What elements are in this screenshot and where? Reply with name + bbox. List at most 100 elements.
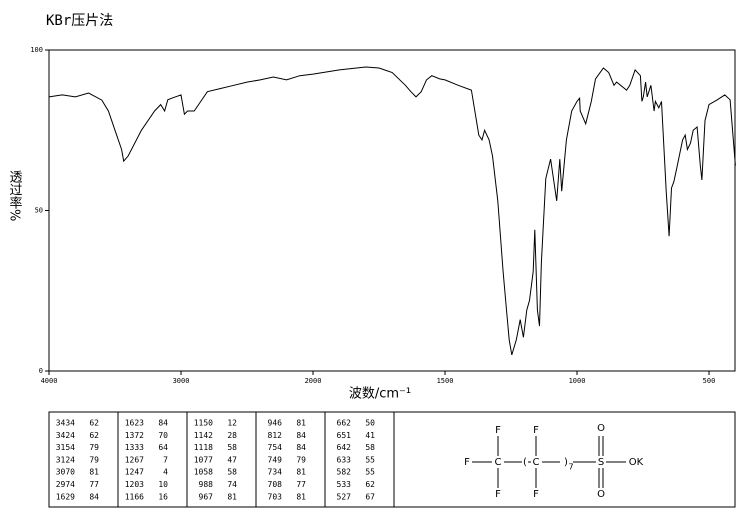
peak-wavenumber: 3154 (56, 443, 75, 452)
x-tick-label: 500 (703, 377, 716, 385)
structure-label: F (533, 425, 539, 436)
peak-wavenumber: 582 (337, 468, 352, 477)
peak-transmittance: 50 (365, 419, 375, 428)
peak-wavenumber: 3424 (56, 431, 75, 440)
structure-label: S (598, 457, 604, 468)
peak-wavenumber: 1058 (194, 468, 213, 477)
peak-transmittance: 55 (365, 468, 375, 477)
structure-label: F (533, 489, 539, 500)
chart-title: KBr压片法 (46, 13, 113, 29)
peak-wavenumber: 2974 (56, 480, 75, 489)
peak-transmittance: 64 (158, 443, 168, 452)
peak-wavenumber: 533 (337, 480, 352, 489)
x-tick-label: 1500 (437, 377, 454, 385)
structure-label: ( (523, 457, 527, 468)
peak-transmittance: 84 (296, 431, 306, 440)
plot-frame (48, 49, 736, 372)
peak-wavenumber: 708 (268, 480, 283, 489)
spectrum-line (48, 66, 736, 356)
peak-wavenumber: 988 (199, 480, 214, 489)
peak-transmittance: 84 (158, 419, 168, 428)
peak-transmittance: 58 (227, 443, 237, 452)
peak-wavenumber: 1629 (56, 492, 75, 501)
peak-transmittance: 12 (227, 419, 237, 428)
peak-wavenumber: 3070 (56, 468, 75, 477)
peak-transmittance: 7 (163, 455, 168, 464)
peak-transmittance: 10 (158, 480, 168, 489)
peak-transmittance: 79 (296, 455, 306, 464)
peak-wavenumber: 1166 (125, 492, 144, 501)
peak-wavenumber: 3124 (56, 455, 75, 464)
x-tick-label: 2000 (305, 377, 322, 385)
peak-transmittance: 62 (365, 480, 375, 489)
peak-wavenumber: 1077 (194, 455, 213, 464)
peak-wavenumber: 734 (268, 468, 283, 477)
peak-transmittance: 84 (89, 492, 99, 501)
peak-wavenumber: 3434 (56, 419, 75, 428)
peak-wavenumber: 527 (337, 492, 352, 501)
x-axis-label: 波数/cm⁻¹ (349, 387, 411, 402)
structure-label: C (495, 457, 502, 468)
peak-transmittance: 81 (296, 492, 306, 501)
peak-transmittance: 81 (296, 419, 306, 428)
peak-transmittance: 28 (227, 431, 237, 440)
peak-wavenumber: 1142 (194, 431, 213, 440)
structure-label: C (533, 457, 540, 468)
peak-transmittance: 47 (227, 455, 237, 464)
peak-transmittance: 70 (158, 431, 168, 440)
x-tick-label: 3000 (173, 377, 190, 385)
structure-label: F (464, 457, 470, 468)
peak-transmittance: 81 (89, 468, 99, 477)
peak-transmittance: 62 (89, 419, 99, 428)
y-tick-label: 100 (30, 46, 43, 54)
structure-label: ) (564, 457, 568, 468)
peak-wavenumber: 1150 (194, 419, 213, 428)
peak-transmittance: 62 (89, 431, 99, 440)
peak-wavenumber: 946 (268, 419, 283, 428)
peak-transmittance: 58 (365, 443, 375, 452)
peak-wavenumber: 967 (199, 492, 214, 501)
peak-wavenumber: 633 (337, 455, 352, 464)
peak-wavenumber: 662 (337, 419, 352, 428)
peak-transmittance: 55 (365, 455, 375, 464)
peak-transmittance: 79 (89, 455, 99, 464)
structure-label: F (495, 489, 501, 500)
peak-wavenumber: 749 (268, 455, 283, 464)
peak-wavenumber: 1372 (125, 431, 144, 440)
x-tick-label: 4000 (41, 377, 58, 385)
peak-transmittance: 67 (365, 492, 375, 501)
y-tick-label: 0 (39, 367, 43, 375)
peak-wavenumber: 1623 (125, 419, 144, 428)
peak-wavenumber: 1247 (125, 468, 144, 477)
peak-table-frame (48, 411, 736, 508)
peak-transmittance: 77 (296, 480, 306, 489)
peak-transmittance: 84 (296, 443, 306, 452)
peak-wavenumber: 812 (268, 431, 283, 440)
peak-wavenumber: 651 (337, 431, 352, 440)
peak-wavenumber: 1203 (125, 480, 144, 489)
peak-wavenumber: 754 (268, 443, 283, 452)
peak-wavenumber: 1333 (125, 443, 144, 452)
peak-transmittance: 4 (163, 468, 168, 477)
peak-wavenumber: 703 (268, 492, 283, 501)
peak-transmittance: 58 (227, 468, 237, 477)
peak-transmittance: 41 (365, 431, 375, 440)
y-axis-label: 透过率% (7, 170, 23, 221)
structure-bonds (472, 436, 626, 488)
peak-transmittance: 74 (227, 480, 237, 489)
structure-label: F (495, 425, 501, 436)
peak-wavenumber: 1118 (194, 443, 213, 452)
structure-label: O (597, 489, 605, 500)
x-tick-label: 1000 (569, 377, 586, 385)
structure-label: 7 (568, 463, 573, 472)
peak-transmittance: 77 (89, 480, 99, 489)
peak-wavenumber: 1267 (125, 455, 144, 464)
peak-wavenumber: 642 (337, 443, 352, 452)
peak-transmittance: 81 (227, 492, 237, 501)
y-tick-label: 50 (35, 207, 43, 215)
structure-label: O (597, 423, 605, 434)
peak-transmittance: 79 (89, 443, 99, 452)
peak-transmittance: 81 (296, 468, 306, 477)
structure-label: OK (629, 457, 644, 468)
